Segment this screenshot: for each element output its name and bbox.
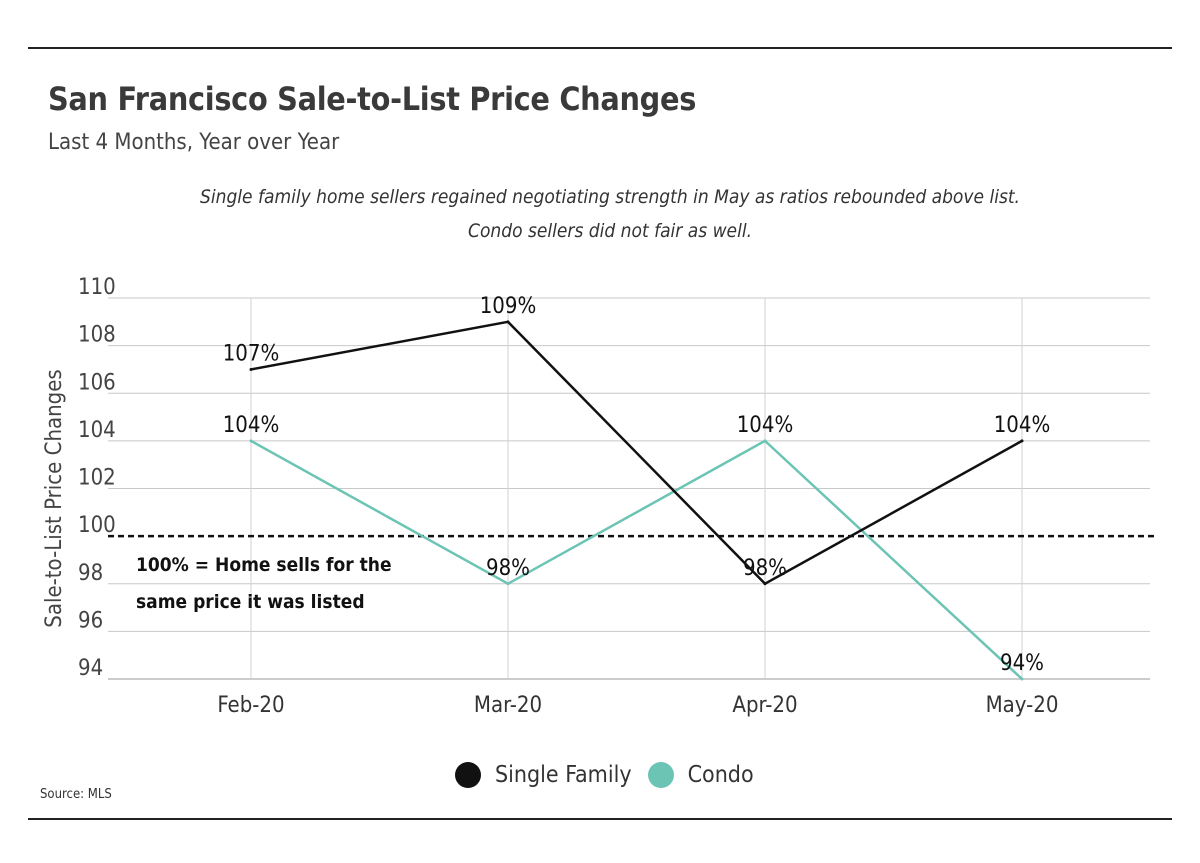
y-tick-label-110: 110 (78, 275, 116, 300)
data-point-condo-May-20 (1020, 677, 1024, 681)
annotation-line-2: same price it was listed (136, 591, 365, 613)
data-label-single-family-Apr-20: 98% (743, 556, 787, 581)
legend-swatch-condo (647, 762, 674, 788)
x-tick-label-May-20: May-20 (986, 693, 1059, 718)
series-line-single-family (250, 320, 1023, 586)
legend-swatch-single-family (455, 762, 481, 788)
source-note: Source: MLS (40, 787, 112, 802)
series-line-condo (250, 439, 1023, 680)
legend-label-condo: Condo (687, 762, 754, 788)
annotation-line-1: 100% = Home sells for the (136, 554, 392, 576)
y-tick-label-100: 100 (78, 513, 116, 538)
data-label-condo-May-20: 94% (1000, 651, 1044, 676)
legend: Single Family Condo (455, 758, 770, 792)
y-tick-label-98: 98 (78, 561, 103, 586)
data-label-condo-Mar-20: 98% (486, 556, 530, 581)
y-tick-label-102: 102 (78, 466, 116, 491)
y-tick-label-106: 106 (78, 370, 116, 395)
data-point-single-family-Feb-20 (249, 367, 253, 371)
data-point-condo-Mar-20 (506, 582, 510, 586)
chart-title: San Francisco Sale-to-List Price Changes (48, 80, 697, 118)
data-label-single-family-Mar-20: 109% (480, 294, 537, 319)
bottom-rule (28, 818, 1172, 820)
chart-note: Single family home sellers regained nego… (140, 180, 1080, 248)
y-tick-label-94: 94 (78, 656, 103, 681)
data-point-condo-Feb-20 (249, 439, 253, 443)
data-point-single-family-May-20 (1020, 439, 1024, 443)
data-label-single-family-Feb-20: 107% (223, 341, 280, 366)
note-line-1: Single family home sellers regained nego… (200, 186, 1020, 208)
data-point-condo-Apr-20 (763, 439, 767, 443)
note-line-2: Condo sellers did not fair as well. (468, 220, 752, 242)
y-tick-label-108: 108 (78, 323, 116, 348)
legend-item-condo[interactable]: Condo (647, 762, 754, 788)
top-rule (28, 47, 1172, 49)
y-tick-label-104: 104 (78, 418, 116, 443)
data-label-single-family-May-20: 104% (994, 413, 1051, 438)
x-tick-label-Feb-20: Feb-20 (217, 693, 284, 718)
data-label-condo-Apr-20: 104% (737, 413, 794, 438)
y-axis-label: Sale-to-List Price Changes (42, 369, 67, 627)
y-tick-label-96: 96 (78, 608, 103, 633)
data-point-single-family-Apr-20 (763, 582, 767, 586)
x-tick-label-Apr-20: Apr-20 (732, 693, 797, 718)
legend-item-single-family[interactable]: Single Family (455, 762, 632, 788)
legend-label-single-family: Single Family (495, 762, 632, 788)
data-label-condo-Feb-20: 104% (223, 413, 280, 438)
data-point-single-family-Mar-20 (506, 320, 510, 324)
chart-subtitle: Last 4 Months, Year over Year (48, 130, 340, 155)
x-tick-label-Mar-20: Mar-20 (474, 693, 542, 718)
